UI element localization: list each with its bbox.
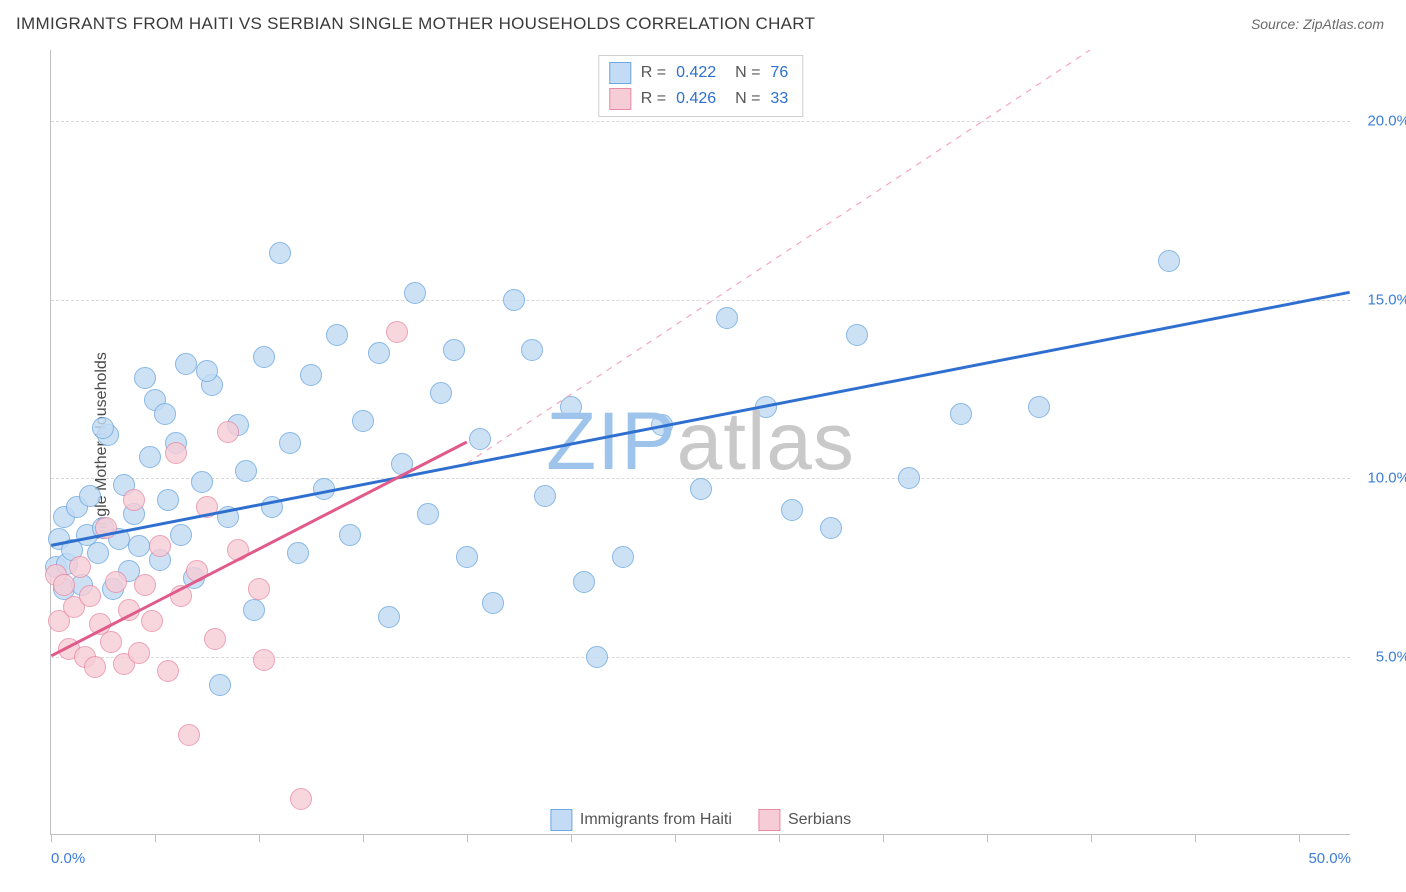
- serbians-legend-label: Serbians: [788, 811, 851, 829]
- source-credit: Source: ZipAtlas.com: [1251, 16, 1384, 32]
- serbians-n-value: 33: [770, 90, 788, 108]
- serbians-swatch-icon: [609, 88, 631, 110]
- x-tick: [363, 834, 364, 842]
- y-tick-label: 20.0%: [1355, 113, 1406, 130]
- haiti-swatch-icon: [550, 809, 572, 831]
- x-tick: [467, 834, 468, 842]
- x-tick: [51, 834, 52, 842]
- x-tick-label: 0.0%: [51, 850, 85, 867]
- y-tick-label: 5.0%: [1355, 648, 1406, 665]
- haiti-legend-item: Immigrants from Haiti: [550, 809, 732, 831]
- haiti-n-value: 76: [770, 64, 788, 82]
- x-tick: [675, 834, 676, 842]
- haiti-swatch-icon: [609, 62, 631, 84]
- y-tick-label: 15.0%: [1355, 291, 1406, 308]
- x-tick-label: 50.0%: [1308, 850, 1351, 867]
- x-tick: [1091, 834, 1092, 842]
- haiti-legend-label: Immigrants from Haiti: [580, 811, 732, 829]
- x-tick: [259, 834, 260, 842]
- serbians-r-value: 0.426: [676, 90, 716, 108]
- n-label: N =: [726, 64, 760, 82]
- series-legend: Immigrants from Haiti Serbians: [550, 809, 851, 831]
- r-label: R =: [641, 64, 666, 82]
- correlation-legend: R = 0.422 N = 76 R = 0.426 N = 33: [598, 55, 803, 117]
- serbians-swatch-icon: [758, 809, 780, 831]
- x-tick: [779, 834, 780, 842]
- y-tick-label: 10.0%: [1355, 470, 1406, 487]
- r-label: R =: [641, 90, 666, 108]
- x-tick: [1299, 834, 1300, 842]
- x-tick: [571, 834, 572, 842]
- x-tick: [987, 834, 988, 842]
- n-label: N =: [726, 90, 760, 108]
- x-tick: [155, 834, 156, 842]
- x-tick: [1195, 834, 1196, 842]
- trend-lines: [51, 50, 1350, 834]
- serbians-legend-item: Serbians: [758, 809, 851, 831]
- haiti-r-value: 0.422: [676, 64, 716, 82]
- scatter-plot-area: ZIPatlas R =0.422 N =76R =0.426 N =33 Im…: [50, 50, 1350, 835]
- x-tick: [883, 834, 884, 842]
- chart-title: IMMIGRANTS FROM HAITI VS SERBIAN SINGLE …: [16, 14, 815, 34]
